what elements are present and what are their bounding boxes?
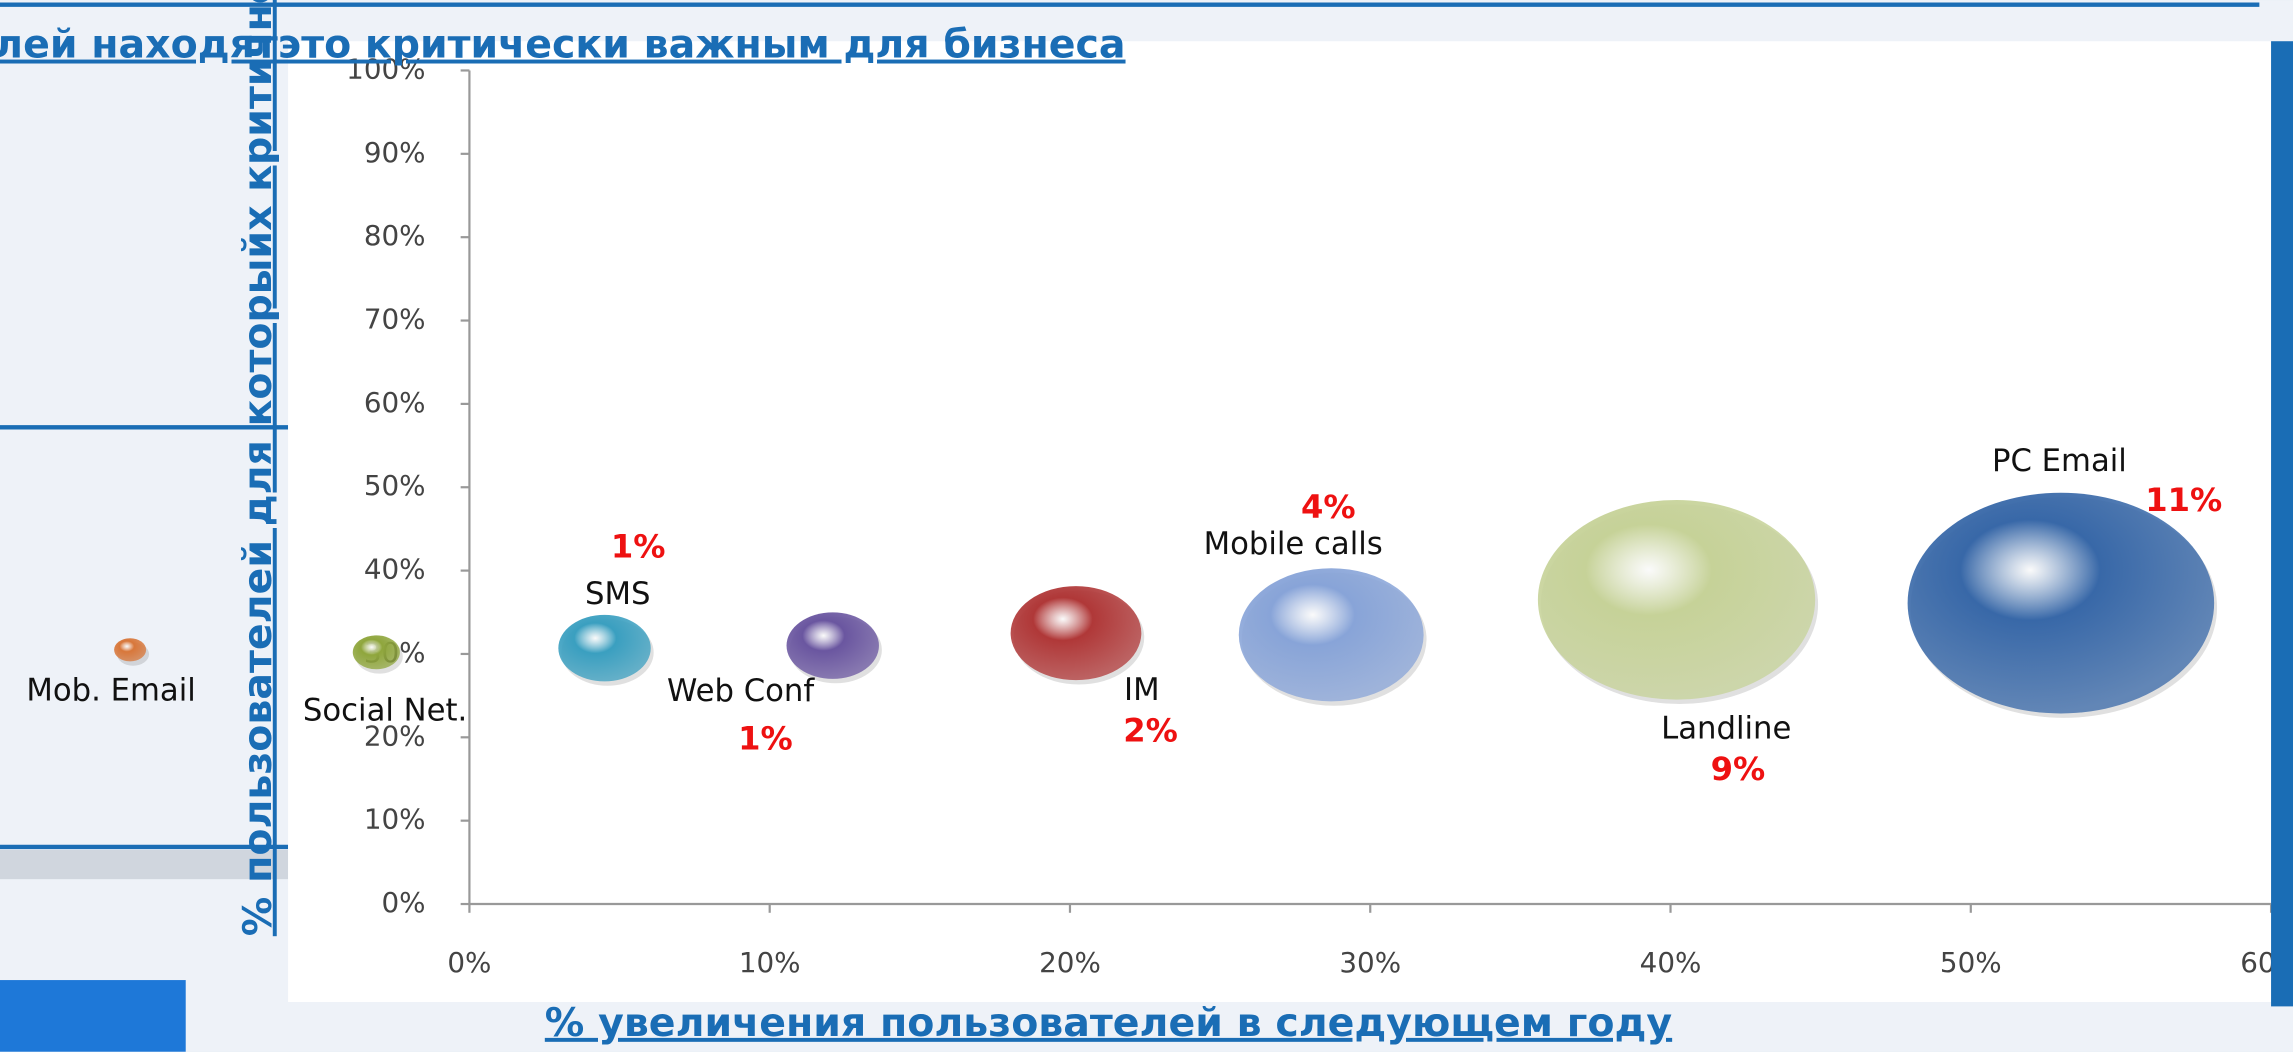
size-label: 2% [1123,712,1178,750]
x-tick-label: 40% [1640,946,1702,979]
shadow [0,849,289,880]
x-tick-label: 50% [1940,946,2002,979]
y-axis-title: % пользователей для которыйх критично [235,0,281,936]
y-tick-label: 60% [364,386,426,419]
chart-title: лей находятэто критически важным для биз… [0,22,1126,68]
size-label: 9% [1711,750,1766,788]
bubble-label: Landline [1661,711,1791,746]
bubble [114,638,147,662]
x-tick-label: 20% [1039,946,1101,979]
y-tick-label: 90% [364,136,426,169]
bubble-label: Web Conf [667,674,815,709]
bubble [786,612,879,679]
y-tick-label: 100% [346,52,425,85]
bubble-label: PC Email [1992,444,2127,479]
size-label: 1% [738,720,793,758]
bubble [1537,499,1816,700]
x-tick-label: 30% [1339,946,1401,979]
y-tick-label: 80% [364,219,426,252]
bubble [352,635,400,670]
y-tick-label: 0% [381,886,425,919]
blue-block [0,980,186,1052]
bubble-label: IM [1124,673,1160,708]
bubble [558,614,651,682]
bubble-label: Mobile calls [1204,527,1383,562]
bubble-label: Mob. Email [26,674,195,709]
size-label: 11% [2145,481,2222,519]
bubble-label: SMS [585,577,650,612]
size-label: 1% [611,528,666,566]
y-tick-label: 20% [364,719,426,752]
y-tick-label: 10% [364,803,426,836]
x-tick-label: 10% [739,946,801,979]
bubble [1907,492,2215,714]
bubble [1238,568,1424,702]
y-tick-label: 70% [364,303,426,336]
size-label: 4% [1301,488,1356,526]
side-bar [2271,41,2293,1007]
x-tick-label: 0% [447,946,491,979]
y-tick-label: 50% [364,469,426,502]
bubble [1010,586,1142,681]
plot-area [288,41,2272,1003]
y-tick-label: 40% [364,553,426,586]
bubble-label: Social Net. [303,694,467,729]
x-axis-title: % увеличения пользователей в следующем г… [545,1000,1673,1046]
